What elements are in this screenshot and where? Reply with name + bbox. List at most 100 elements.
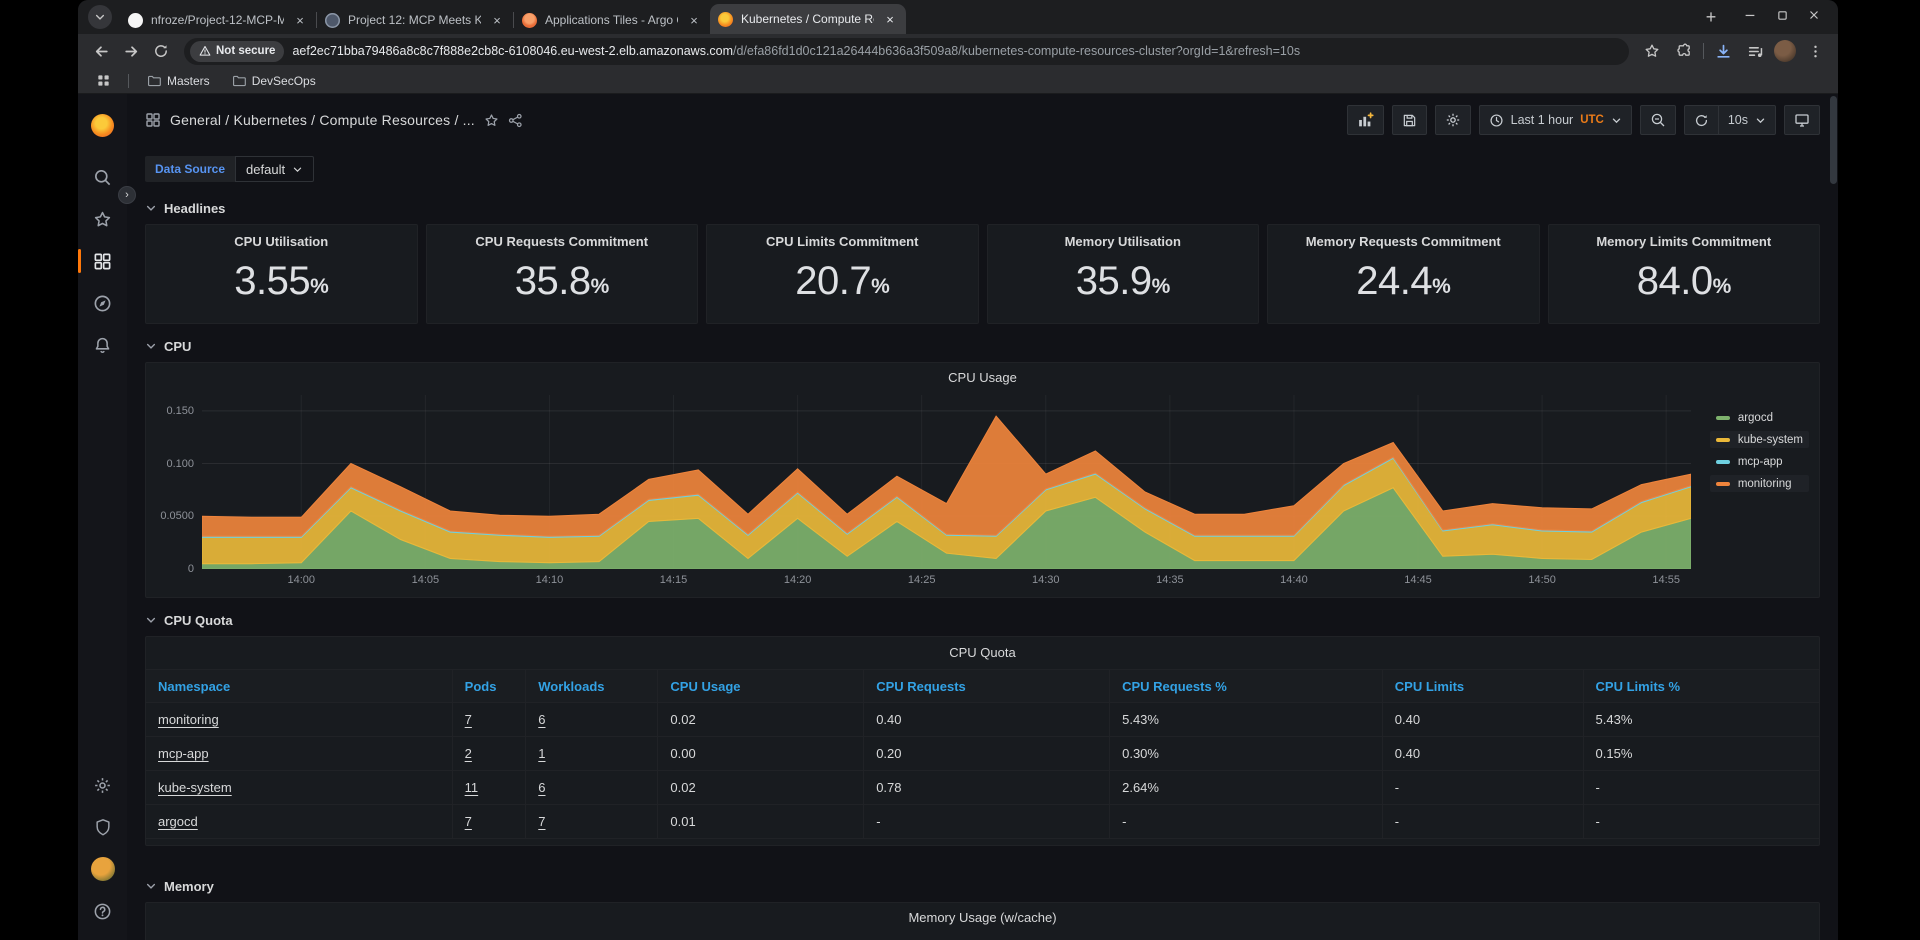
reload-button[interactable] bbox=[148, 38, 174, 64]
apps-shortcut-button[interactable] bbox=[90, 68, 116, 94]
browser-tab[interactable]: nfroze/Project-12-MCP-Meets- × bbox=[120, 6, 316, 34]
column-header[interactable]: Workloads bbox=[525, 669, 659, 703]
refresh-interval-picker[interactable]: 10s bbox=[1717, 105, 1776, 135]
tv-mode-button[interactable] bbox=[1784, 105, 1820, 135]
sidebar-item-server-admin[interactable] bbox=[86, 810, 120, 844]
cell-link[interactable]: mcp-app bbox=[158, 746, 209, 761]
legend-item[interactable]: argocd bbox=[1710, 409, 1809, 426]
extensions-button[interactable] bbox=[1671, 38, 1697, 64]
downloads-button[interactable] bbox=[1710, 38, 1736, 64]
minimize-button[interactable] bbox=[1736, 4, 1764, 26]
legend-item[interactable]: kube-system bbox=[1709, 431, 1809, 448]
stat-panel[interactable]: Memory Requests Commitment 24.4% bbox=[1267, 224, 1540, 324]
column-header[interactable]: CPU Requests bbox=[863, 669, 1111, 703]
favorite-dashboard-button[interactable] bbox=[484, 113, 499, 128]
panel-title[interactable]: Memory Usage (w/cache) bbox=[908, 910, 1057, 925]
sidebar-item-grafana-logo[interactable] bbox=[86, 108, 120, 142]
sidebar-item-dashboards[interactable] bbox=[78, 244, 120, 278]
stat-panel[interactable]: Memory Utilisation 35.9% bbox=[986, 224, 1259, 324]
cell-link[interactable]: 2 bbox=[464, 746, 472, 761]
refresh-dashboard-button[interactable] bbox=[1683, 105, 1718, 135]
new-tab-button[interactable]: + bbox=[1705, 6, 1717, 27]
stat-panel[interactable]: Memory Limits Commitment 84.0% bbox=[1547, 224, 1820, 324]
tab-close-button[interactable]: × bbox=[493, 12, 501, 28]
datasource-label: Data Source bbox=[145, 156, 236, 182]
browser-tab[interactable]: Applications Tiles - Argo CD × bbox=[514, 6, 710, 34]
bookmark-item[interactable]: DevSecOps bbox=[226, 72, 322, 90]
dashboard-settings-button[interactable] bbox=[1434, 105, 1471, 135]
tab-close-button[interactable]: × bbox=[690, 12, 698, 28]
column-header[interactable]: CPU Requests % bbox=[1109, 669, 1383, 703]
legend-item[interactable]: mcp-app bbox=[1710, 453, 1809, 470]
legend-item[interactable]: monitoring bbox=[1709, 475, 1809, 492]
sidebar-item-search[interactable] bbox=[86, 160, 120, 194]
cell-link[interactable]: 7 bbox=[538, 814, 546, 829]
section-cpu-quota[interactable]: CPU Quota bbox=[127, 604, 1838, 636]
close-window-button[interactable] bbox=[1800, 4, 1828, 26]
cell-link[interactable]: argocd bbox=[158, 814, 198, 829]
table-cell: kube-system bbox=[146, 770, 453, 805]
legend-marker-icon bbox=[1715, 459, 1730, 464]
scrollbar-thumb[interactable] bbox=[1830, 96, 1837, 184]
section-cpu[interactable]: CPU bbox=[127, 330, 1838, 362]
sidebar-item-profile[interactable] bbox=[86, 852, 120, 886]
stat-panel[interactable]: CPU Requests Commitment 35.8% bbox=[425, 224, 698, 324]
share-dashboard-button[interactable] bbox=[508, 113, 523, 128]
sidebar-item-configuration[interactable] bbox=[86, 768, 120, 802]
cell-link[interactable]: 7 bbox=[464, 712, 472, 727]
breadcrumb[interactable]: General / Kubernetes / Compute Resources… bbox=[170, 112, 475, 128]
toolbar-separator bbox=[1703, 43, 1704, 59]
panel-title[interactable]: CPU Usage bbox=[948, 370, 1017, 385]
tab-close-button[interactable]: × bbox=[296, 12, 304, 28]
browser-tab[interactable]: Project 12: MCP Meets K8s × bbox=[317, 6, 513, 34]
browser-tab[interactable]: Kubernetes / Compute Resourc × bbox=[710, 4, 906, 34]
cell-value: - bbox=[1595, 814, 1600, 829]
tab-search-button[interactable] bbox=[88, 5, 112, 29]
panel-title[interactable]: CPU Quota bbox=[949, 645, 1016, 660]
column-header[interactable]: Namespace bbox=[146, 669, 453, 703]
section-memory[interactable]: Memory bbox=[127, 870, 1838, 902]
save-dashboard-button[interactable] bbox=[1391, 105, 1427, 135]
cell-link[interactable]: monitoring bbox=[158, 712, 219, 727]
media-controls-button[interactable] bbox=[1742, 38, 1768, 64]
sidebar-item-help[interactable] bbox=[86, 894, 120, 928]
address-bar[interactable]: Not secure aef2ec71bba79486a8c8c7f888e2c… bbox=[184, 37, 1629, 65]
profile-avatar[interactable] bbox=[1774, 40, 1796, 62]
column-header[interactable]: CPU Limits bbox=[1382, 669, 1584, 703]
sidebar-expand-button[interactable]: › bbox=[118, 186, 136, 204]
forward-button[interactable] bbox=[118, 38, 144, 64]
stat-panel[interactable]: CPU Limits Commitment 20.7% bbox=[706, 224, 979, 324]
section-headlines[interactable]: Headlines bbox=[127, 192, 1838, 224]
datasource-picker[interactable]: default bbox=[235, 156, 315, 182]
maximize-button[interactable] bbox=[1768, 4, 1796, 26]
column-header[interactable]: Pods bbox=[452, 669, 527, 703]
dashboard-submenu: Data Source default bbox=[127, 146, 1838, 192]
bookmark-star-button[interactable] bbox=[1639, 38, 1665, 64]
cell-link[interactable]: 11 bbox=[464, 780, 479, 795]
cell-value: 0.40 bbox=[1394, 712, 1421, 727]
help-icon bbox=[94, 903, 111, 919]
back-button[interactable] bbox=[88, 38, 114, 64]
stat-panel[interactable]: CPU Utilisation 3.55% bbox=[145, 224, 418, 324]
cell-link[interactable]: 6 bbox=[538, 712, 546, 727]
security-chip[interactable]: Not secure bbox=[190, 40, 285, 62]
cell-link[interactable]: 6 bbox=[538, 780, 546, 795]
cell-link[interactable]: 1 bbox=[538, 746, 546, 761]
column-header[interactable]: CPU Usage bbox=[657, 669, 865, 703]
browser-menu-button[interactable] bbox=[1802, 38, 1828, 64]
sidebar-item-explore[interactable] bbox=[86, 286, 120, 320]
add-panel-button[interactable] bbox=[1346, 105, 1384, 135]
time-range-picker[interactable]: Last 1 hour UTC bbox=[1478, 105, 1632, 135]
tab-close-button[interactable]: × bbox=[886, 11, 894, 27]
scrollbar[interactable] bbox=[1830, 96, 1837, 940]
cell-link[interactable]: kube-system bbox=[158, 780, 232, 795]
tab-title: nfroze/Project-12-MCP-Meets- bbox=[151, 13, 284, 27]
column-header[interactable]: CPU Limits % bbox=[1583, 669, 1819, 703]
stat-unit: % bbox=[590, 275, 610, 298]
sidebar-item-alerting[interactable] bbox=[86, 328, 120, 362]
cell-link[interactable]: 7 bbox=[464, 814, 472, 829]
sidebar-item-starred[interactable] bbox=[86, 202, 120, 236]
zoom-out-time-button[interactable] bbox=[1639, 105, 1676, 135]
cpu-usage-chart[interactable]: 0 0.0500 0.100 0.150 14:00 14:05 14:10 14:15 14… bbox=[160, 395, 1691, 586]
bookmark-item[interactable]: Masters bbox=[141, 72, 216, 90]
